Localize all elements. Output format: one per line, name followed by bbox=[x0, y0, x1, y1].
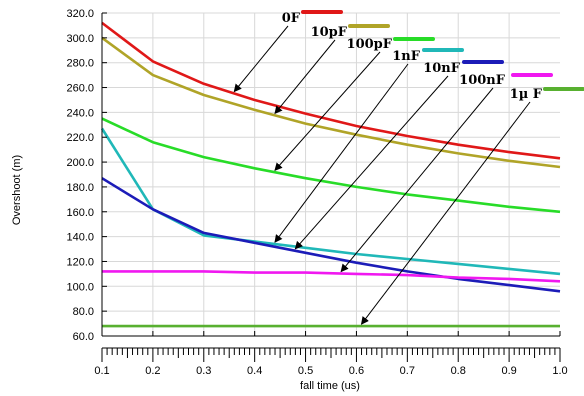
series-lines bbox=[100, 21, 561, 328]
x-tick-label: 0.7 bbox=[400, 365, 415, 377]
y-tick-label: 220.0 bbox=[66, 132, 94, 144]
x-tick-label: 0.8 bbox=[451, 365, 466, 377]
legend-label: 0F bbox=[282, 11, 301, 26]
y-tick-label: 140.0 bbox=[66, 232, 94, 244]
y-tick-label: 60.0 bbox=[73, 331, 94, 343]
legend-arrow bbox=[294, 75, 449, 250]
x-tick-label: 0.3 bbox=[196, 365, 211, 377]
legend-arrow bbox=[360, 101, 531, 325]
y-tick-label: 260.0 bbox=[66, 83, 94, 95]
x-axis-title: fall time (us) bbox=[300, 380, 360, 392]
x-tick-label: 1.0 bbox=[552, 365, 567, 377]
y-tick-label: 80.0 bbox=[73, 306, 94, 318]
legend-arrow bbox=[274, 63, 409, 243]
legend-arrow bbox=[274, 51, 381, 172]
x-tick-label: 0.9 bbox=[501, 365, 516, 377]
y-tick-label: 160.0 bbox=[66, 207, 94, 219]
legend-label: 100nF bbox=[459, 73, 506, 88]
x-tick-label: 0.6 bbox=[349, 365, 364, 377]
series-line bbox=[102, 270, 561, 283]
y-tick-label: 300.0 bbox=[66, 33, 94, 45]
x-tick-label: 0.2 bbox=[145, 365, 160, 377]
series-line bbox=[101, 36, 561, 169]
y-tick-label: 180.0 bbox=[66, 182, 94, 194]
legend-label: 1nF bbox=[392, 49, 420, 64]
x-tick-label: 0.1 bbox=[94, 365, 109, 377]
y-tick-label: 200.0 bbox=[66, 157, 94, 169]
y-tick-label: 320.0 bbox=[66, 8, 94, 20]
series-line bbox=[101, 177, 561, 293]
legend-label: 10nF bbox=[423, 61, 461, 76]
y-tick-label: 280.0 bbox=[66, 58, 94, 70]
x-tick-label: 0.4 bbox=[247, 365, 262, 377]
y-tick-label: 240.0 bbox=[66, 107, 94, 119]
legend-arrow bbox=[274, 39, 336, 115]
legend-label: 1µ F bbox=[510, 87, 543, 102]
axes: 60.0 80.0 100.0 120.0 140.0 160.0 180.0 200.0 22… bbox=[66, 8, 567, 377]
series-line bbox=[101, 117, 561, 214]
legend-arrow bbox=[340, 87, 494, 273]
y-tick-label: 120.0 bbox=[66, 256, 94, 268]
legend-label: 10pF bbox=[311, 25, 348, 40]
y-axis-title: Overshoot (m) bbox=[11, 155, 23, 225]
x-tick-label: 0.5 bbox=[298, 365, 313, 377]
y-tick-label: 100.0 bbox=[66, 281, 94, 293]
series-line bbox=[101, 21, 561, 160]
legend-arrow bbox=[233, 25, 289, 93]
legend-label: 100pF bbox=[347, 37, 393, 52]
